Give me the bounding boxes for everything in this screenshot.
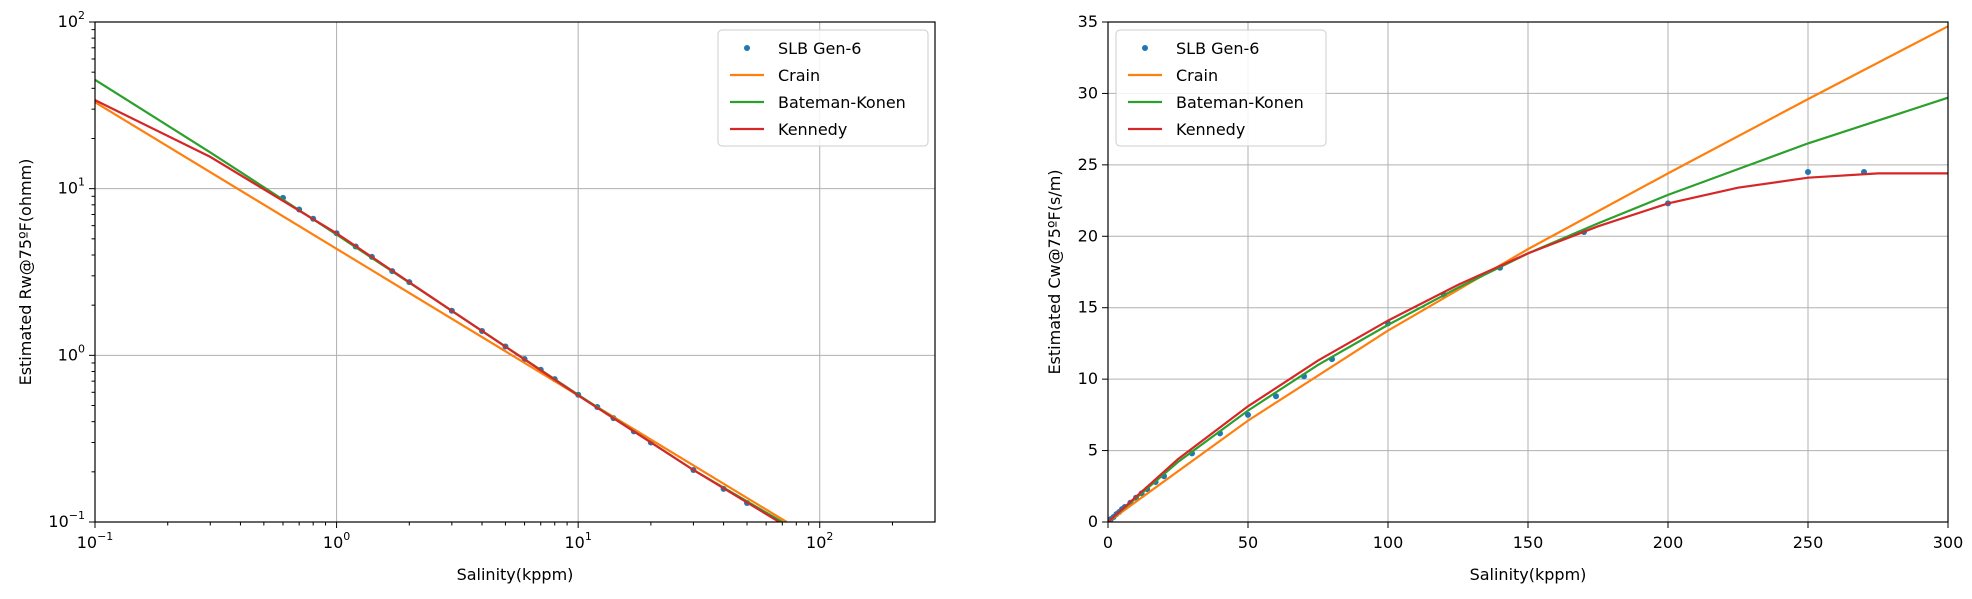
data-point-slb-gen-6 (1805, 169, 1811, 175)
y-tick-label: 100 (58, 342, 85, 364)
legend-label-kennedy: Kennedy (1176, 120, 1245, 139)
legend-marker-slb-gen-6 (1142, 45, 1148, 51)
y-tick-label: 5 (1088, 441, 1098, 460)
x-tick-label: 100 (1373, 533, 1404, 552)
chart-2: 0 50 100 150 200 250 300 0 5 10 15 20 25 30 35 Salinity… (1045, 12, 1963, 584)
y-tick-label: 20 (1078, 226, 1098, 245)
y-tick-label: 102 (58, 9, 85, 31)
plot-area (95, 78, 788, 522)
x-tick-label: 0 (1103, 533, 1113, 552)
x-tick-label: 200 (1653, 533, 1684, 552)
y-tick-label: 0 (1088, 512, 1098, 531)
series-line-crain (1108, 25, 1948, 522)
y-axis-label: Estimated Rw@75ºF(ohmm) (16, 159, 35, 386)
y-tick-label: 35 (1078, 12, 1098, 31)
legend: SLB Gen-6 Crain Bateman-Konen Kennedy (717, 29, 929, 147)
legend-marker-slb-gen-6 (744, 45, 750, 51)
x-tick-label: 250 (1793, 533, 1824, 552)
series-line-kennedy (1108, 172, 1948, 522)
legend-label-slb-gen-6: SLB Gen-6 (778, 39, 861, 58)
x-tick-label: 300 (1933, 533, 1964, 552)
legend-label-crain: Crain (778, 66, 820, 85)
data-point-slb-gen-6 (1273, 393, 1279, 400)
y-tick-label: 10 (1078, 369, 1098, 388)
y-tick-label: 25 (1078, 155, 1098, 174)
legend-label-slb-gen-6: SLB Gen-6 (1176, 39, 1259, 58)
y-tick-label: 15 (1078, 298, 1098, 317)
legend-label-bateman-konen: Bateman-Konen (778, 93, 906, 112)
x-tick-label: 101 (564, 530, 591, 552)
plot-area (1108, 25, 1948, 522)
y-axis-label: Estimated Cw@75ºF(s/m) (1045, 169, 1064, 374)
x-tick-label: 150 (1513, 533, 1544, 552)
series-line-kennedy (95, 99, 780, 522)
plot-frame (94, 21, 936, 523)
axis-ticks (1102, 21, 1949, 528)
x-tick-label: 102 (806, 530, 833, 552)
x-axis-label: Salinity(kppm) (1470, 565, 1587, 584)
plot-frame (1107, 21, 1949, 523)
chart-1: 10−1 100 101 102 10−1 100 101 102 Salinity(kppm)… (16, 9, 936, 584)
y-tick-label: 30 (1078, 83, 1098, 102)
data-point-slb-gen-6 (1245, 411, 1251, 418)
legend-box (717, 29, 929, 147)
series-line-crain (95, 101, 788, 522)
y-tick-label: 10−1 (48, 509, 85, 531)
x-axis-label: Salinity(kppm) (457, 565, 574, 584)
y-tick-label: 101 (58, 176, 85, 198)
x-tick-label: 10−1 (77, 530, 114, 552)
legend-label-bateman-konen: Bateman-Konen (1176, 93, 1304, 112)
x-tick-label: 50 (1238, 533, 1258, 552)
legend-label-crain: Crain (1176, 66, 1218, 85)
legend: SLB Gen-6 Crain Bateman-Konen Kennedy (1115, 29, 1327, 147)
x-tick-label: 100 (323, 530, 350, 552)
legend-box (1115, 29, 1327, 147)
legend-label-kennedy: Kennedy (778, 120, 847, 139)
